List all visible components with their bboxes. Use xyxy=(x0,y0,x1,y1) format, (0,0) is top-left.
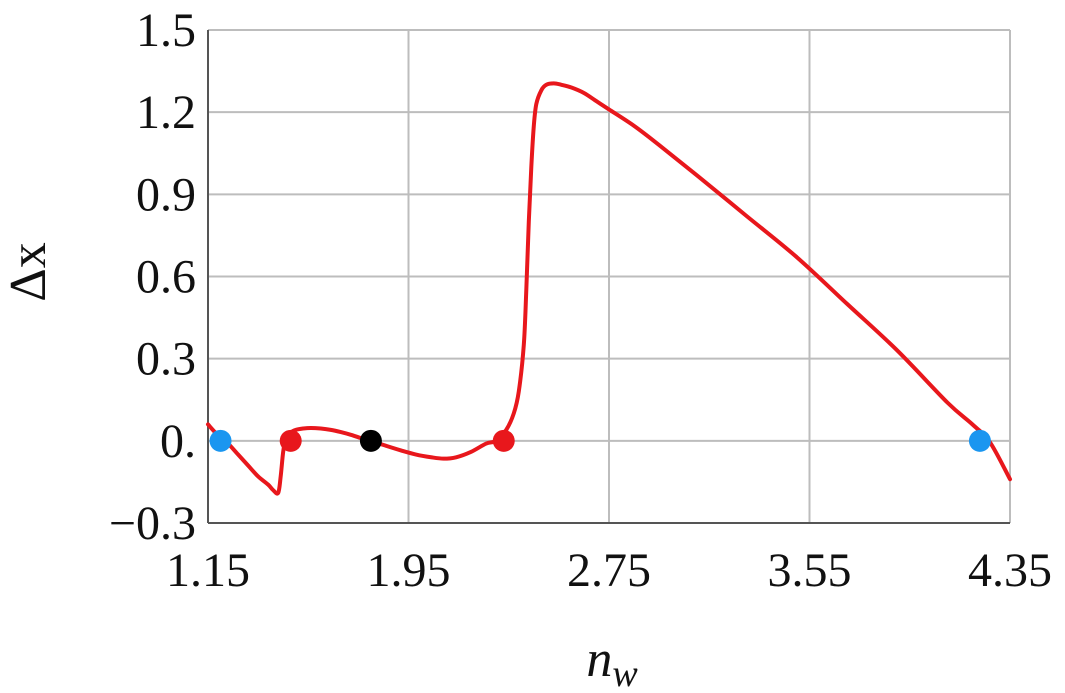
x-tick-label-0: 1.15 xyxy=(166,544,250,597)
x-tick-label-3: 3.55 xyxy=(768,544,852,597)
y-tick-label-4: 0.9 xyxy=(136,168,196,221)
series-curve-group xyxy=(206,81,1012,496)
x-axis-title-subscript: w xyxy=(612,653,638,693)
y-axis-title: Δx xyxy=(0,242,57,301)
y-tick-label-6: 1.5 xyxy=(136,4,196,57)
x-tick-label-2: 2.75 xyxy=(567,544,651,597)
x-tick-label-1: 1.95 xyxy=(367,544,451,597)
tick-labels: 1.15 1.95 2.75 3.55 4.35 −0.3 0. 0.3 0.6 0.9 1.2 1.… xyxy=(109,4,1052,597)
marker-point-3 xyxy=(492,429,515,452)
series-line-0 xyxy=(206,81,1012,496)
marker-points xyxy=(209,429,991,452)
x-axis-title: nw xyxy=(586,631,638,693)
y-tick-label-2: 0.3 xyxy=(136,333,196,386)
marker-point-2 xyxy=(359,429,382,452)
x-tick-label-4: 4.35 xyxy=(968,544,1052,597)
y-tick-label-3: 0.6 xyxy=(136,251,196,304)
x-axis-title-main: n xyxy=(586,631,612,688)
y-tick-label-1: 0. xyxy=(160,415,196,468)
marker-point-1 xyxy=(279,429,302,452)
y-tick-label-5: 1.2 xyxy=(136,86,196,139)
plot-frame xyxy=(207,30,1010,524)
marker-point-0 xyxy=(209,429,232,452)
y-tick-label-0: −0.3 xyxy=(109,497,196,550)
marker-point-4 xyxy=(968,429,991,452)
grid-lines xyxy=(207,29,1011,524)
